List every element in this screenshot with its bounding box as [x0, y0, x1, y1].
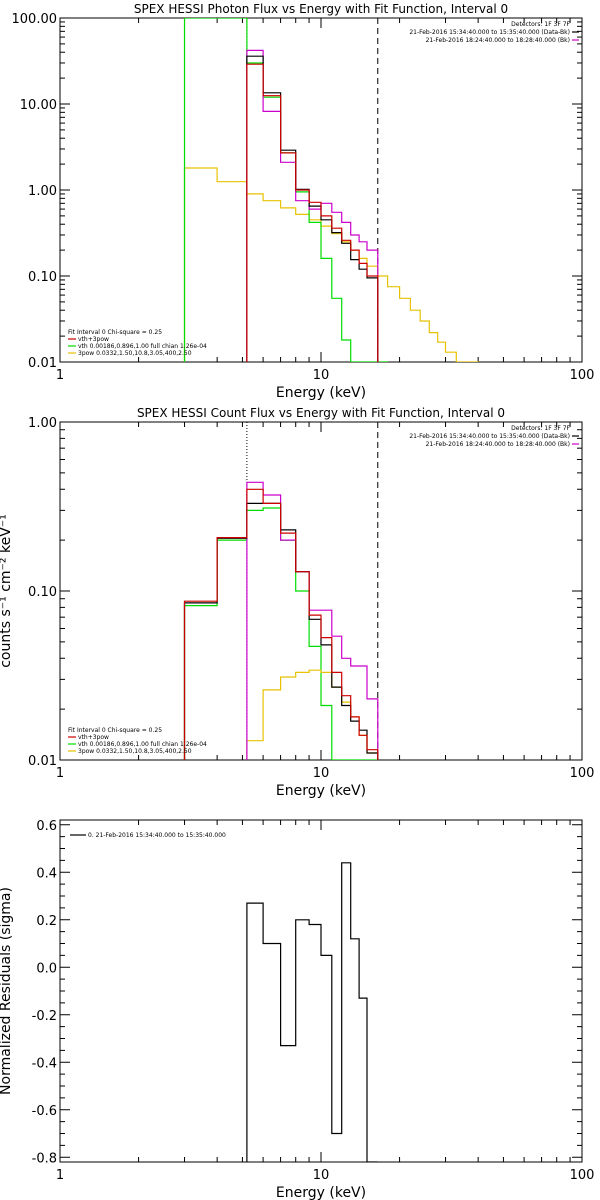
y-tick-label: 0.01	[28, 754, 57, 769]
x-tick-label: 1	[56, 1168, 64, 1183]
y-tick-label: -0.6	[32, 1104, 57, 1119]
x-tick-label: 1	[56, 368, 64, 383]
series-background-line	[246, 49, 379, 362]
legend-bottom-entry: Fit Interval 0 Chi-square = 0.25	[68, 727, 162, 734]
y-tick-label: 0.2	[36, 914, 57, 929]
legend-bottom-entry: vth+3pow	[78, 734, 109, 741]
legend-bottom-entry: vth 0.00186,0.896,1.00 full chian 1.26e-…	[78, 343, 207, 350]
series-data-line	[246, 55, 379, 362]
y-tick-label: -0.4	[32, 1056, 57, 1071]
y-tick-label: 1.00	[28, 184, 57, 199]
series-thermal-line	[183, 507, 379, 760]
x-tick-label: 100	[570, 766, 595, 781]
y-axis-label: Normalized Residuals (sigma)	[0, 887, 14, 1095]
legend-top-entry: Detectors: 1F 3F 7F	[511, 425, 570, 432]
x-tick-label: 100	[570, 1168, 595, 1183]
series-group	[183, 481, 379, 760]
legend-top-entry: 21-Feb-2016 15:34:40.000 to 15:35:40.000…	[409, 29, 570, 36]
y-tick-label: 100.00	[12, 12, 58, 27]
series-data-line	[183, 502, 379, 760]
legend-top-entry: Detectors: 1F 3F 7F	[511, 21, 570, 28]
x-tick-label: 10	[313, 1168, 330, 1183]
x-axis-label: Energy (keV)	[276, 385, 366, 401]
legend-top-entry: 21-Feb-2016 18:24:40.000 to 18:28:40.000…	[426, 441, 570, 448]
y-tick-label: 0.10	[28, 585, 57, 600]
plot-frame	[59, 819, 583, 1163]
y-tick-label: 0.01	[28, 356, 57, 371]
legend-bottom-entry: 3pow 0.0332,1.50,10.8,3.05,400,2.50	[78, 350, 192, 357]
y-tick-label: 0.6	[36, 819, 57, 834]
y-tick-label: -0.2	[32, 1009, 57, 1024]
x-axis-label: Energy (keV)	[276, 783, 366, 799]
legend-bottom-entry: Fit Interval 0 Chi-square = 0.25	[68, 329, 162, 336]
x-tick-label: 10	[313, 766, 330, 781]
legend-bottom-entry: vth 0.00186,0.896,1.00 full chian 1.26e-…	[78, 741, 207, 748]
y-tick-label: 0.10	[28, 270, 57, 285]
plot-frame	[59, 17, 583, 363]
legend-top-entry: 21-Feb-2016 18:24:40.000 to 18:28:40.000…	[426, 37, 570, 44]
chart-title: SPEX HESSI Photon Flux vs Energy with Fi…	[134, 2, 508, 16]
x-tick-label: 100	[570, 368, 595, 383]
y-tick-label: -0.8	[32, 1151, 57, 1166]
chart-title: SPEX HESSI Count Flux vs Energy with Fit…	[137, 406, 505, 420]
x-tick-label: 1	[56, 766, 64, 781]
legend-residual-entry: 0. 21-Feb-2016 15:34:40.000 to 15:35:40.…	[88, 832, 226, 839]
legend-top-entry: 21-Feb-2016 15:34:40.000 to 15:35:40.000…	[409, 433, 570, 440]
y-tick-label: 10.00	[20, 98, 57, 113]
series-total-line	[246, 63, 379, 362]
series-group	[246, 862, 378, 1162]
y-tick-label: 0.0	[36, 961, 57, 976]
series-data-line	[246, 862, 378, 1162]
chart-panel-2: SPEX HESSI Count Flux vs Energy with Fit…	[0, 406, 594, 799]
y-axis-label: counts s⁻¹ cm⁻² keV⁻¹	[0, 514, 14, 668]
series-total-line	[183, 488, 379, 760]
chart-panel-3: 1 10 100 Energy (keV) 0.6 0.4 0.2 0.0 -0.2 -0.4 -0…	[0, 819, 594, 1200]
chart-panel-1: SPEX HESSI Photon Flux vs Energy with Fi…	[12, 2, 595, 401]
y-tick-label: 1.00	[28, 416, 57, 431]
series-group	[183, 18, 479, 362]
x-axis-label: Energy (keV)	[276, 1185, 366, 1200]
legend-bottom-entry: vth+3pow	[78, 336, 109, 343]
x-tick-label: 10	[313, 368, 330, 383]
plot-frame	[59, 421, 583, 761]
series-background-line	[246, 481, 379, 760]
series-thermal-line	[183, 18, 389, 362]
series-powerlaw-line	[246, 669, 379, 760]
legend-bottom-entry: 3pow 0.0332,1.50,10.8,3.05,400,2.50	[78, 748, 192, 755]
y-tick-label: 0.4	[36, 866, 57, 881]
